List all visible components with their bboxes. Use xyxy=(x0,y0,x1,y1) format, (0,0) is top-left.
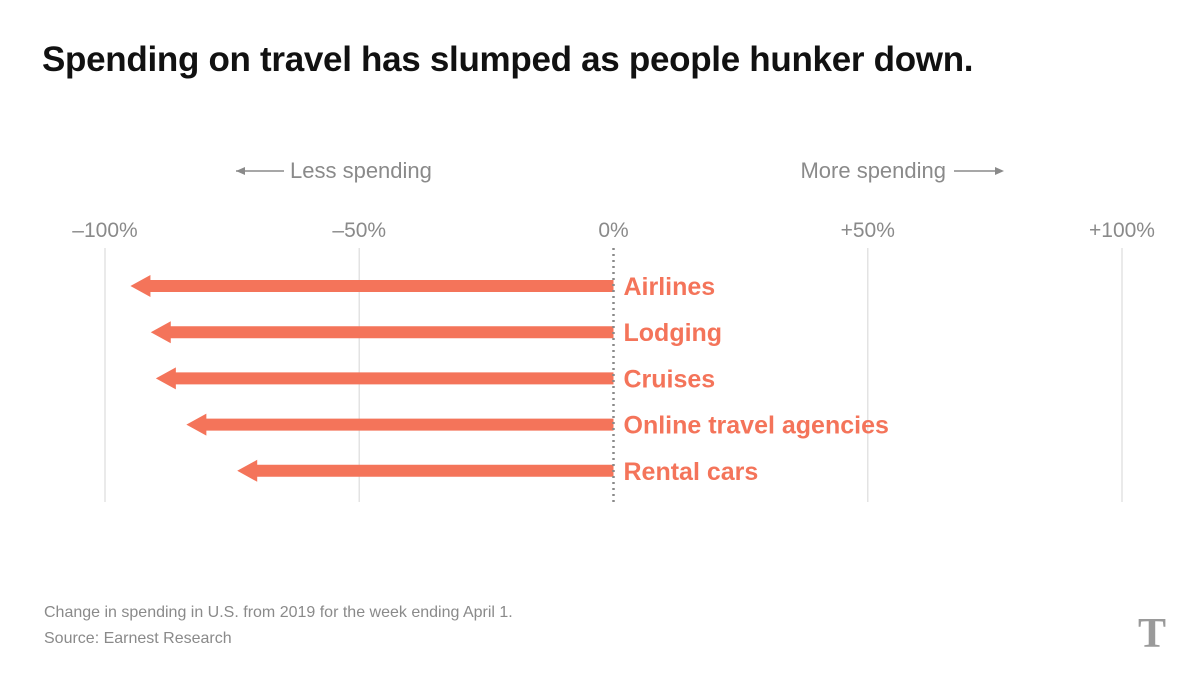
less-spending-label: Less spending xyxy=(290,158,432,183)
x-tick-label-2: 0% xyxy=(598,219,628,242)
left-arrow-icon xyxy=(236,167,245,175)
more-spending-label: More spending xyxy=(800,158,946,183)
bar-3 xyxy=(186,413,614,436)
category-label-1: Lodging xyxy=(624,319,723,347)
x-tick-label-4: +100% xyxy=(1089,219,1155,242)
x-tick-label-3: +50% xyxy=(841,219,895,242)
right-arrow-icon xyxy=(995,167,1004,175)
category-label-0: Airlines xyxy=(624,273,716,301)
x-tick-label-0: –100% xyxy=(72,219,137,242)
chart-source: Source: Earnest Research xyxy=(44,630,232,647)
bar-1 xyxy=(150,321,614,344)
category-label-2: Cruises xyxy=(624,365,716,393)
bar-0 xyxy=(130,275,614,297)
category-label-4: Rental cars xyxy=(624,458,759,486)
bar-4 xyxy=(237,459,614,482)
chart-caption: Change in spending in U.S. from 2019 for… xyxy=(44,604,513,621)
x-tick-label-1: –50% xyxy=(332,219,386,242)
bar-2 xyxy=(155,367,614,390)
chart-title: Spending on travel has slumped as people… xyxy=(42,40,974,79)
category-label-3: Online travel agencies xyxy=(624,412,889,440)
nyt-logo: T xyxy=(1137,611,1166,657)
